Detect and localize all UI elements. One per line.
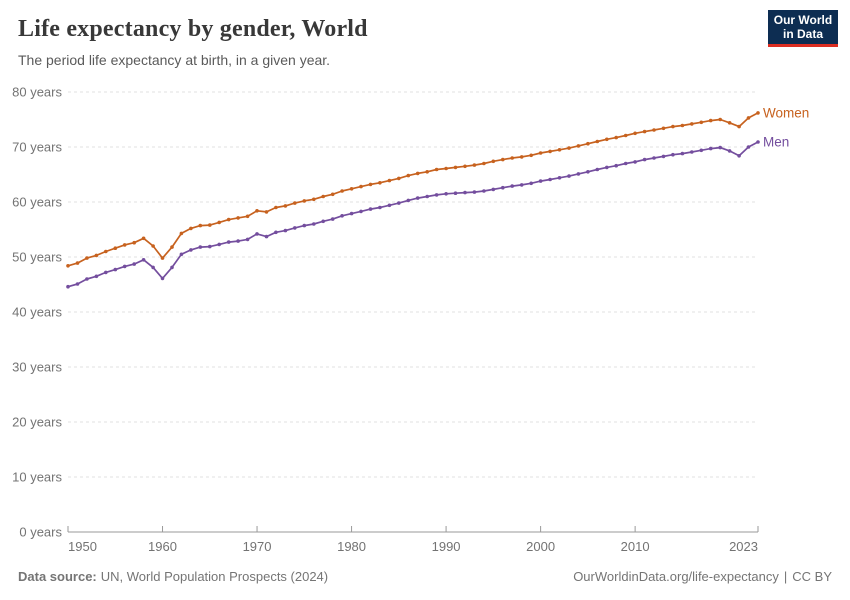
svg-text:2010: 2010 (621, 539, 650, 554)
svg-text:80 years: 80 years (12, 85, 62, 100)
svg-text:1970: 1970 (243, 539, 272, 554)
footer-separator: | (783, 569, 788, 584)
svg-text:70 years: 70 years (12, 140, 62, 155)
chart-footer: Data source: UN, World Population Prospec… (0, 569, 850, 584)
svg-text:0 years: 0 years (19, 525, 62, 540)
footer-credit: OurWorldinData.org/life-expectancy | CC … (573, 569, 832, 584)
page-title: Life expectancy by gender, World (18, 16, 368, 42)
svg-text:2000: 2000 (526, 539, 555, 554)
svg-text:10 years: 10 years (12, 470, 62, 485)
svg-text:20 years: 20 years (12, 415, 62, 430)
owid-logo-line2: in Data (782, 27, 823, 41)
x-axis: 1950 1960 1970 1980 1990 2000 2010 2023 (67, 526, 759, 554)
series-women-line (67, 112, 759, 267)
data-source-note: Data source: UN, World Population Prospec… (18, 569, 328, 584)
data-source-value: UN, World Population Prospects (2024) (100, 569, 329, 584)
svg-text:60 years: 60 years (12, 195, 62, 210)
svg-text:1990: 1990 (432, 539, 461, 554)
data-series: Women Men (66, 105, 809, 289)
svg-text:40 years: 40 years (12, 305, 62, 320)
svg-text:1960: 1960 (148, 539, 177, 554)
license-label: CC BY (792, 569, 832, 584)
gridlines (68, 91, 758, 478)
svg-text:1950: 1950 (68, 539, 97, 554)
svg-text:1980: 1980 (337, 539, 366, 554)
owid-logo-line1: Our World (773, 13, 833, 27)
owid-url-link[interactable]: OurWorldinData.org/life-expectancy (573, 569, 779, 584)
svg-text:30 years: 30 years (12, 360, 62, 375)
series-men-line (67, 141, 759, 288)
owid-logo[interactable]: Our World in Data (768, 10, 838, 47)
svg-text:2023: 2023 (729, 539, 758, 554)
series-women: Women (66, 105, 809, 268)
y-axis-labels: 0 years 10 years 20 years 30 years 40 years 5… (12, 85, 62, 540)
svg-text:50 years: 50 years (12, 250, 62, 265)
data-source-label: Data source: (18, 569, 97, 584)
series-label-women: Women (763, 105, 809, 120)
series-label-men: Men (763, 135, 789, 150)
chart-subtitle: The period life expectancy at birth, in … (18, 52, 331, 68)
series-men: Men (66, 135, 789, 289)
